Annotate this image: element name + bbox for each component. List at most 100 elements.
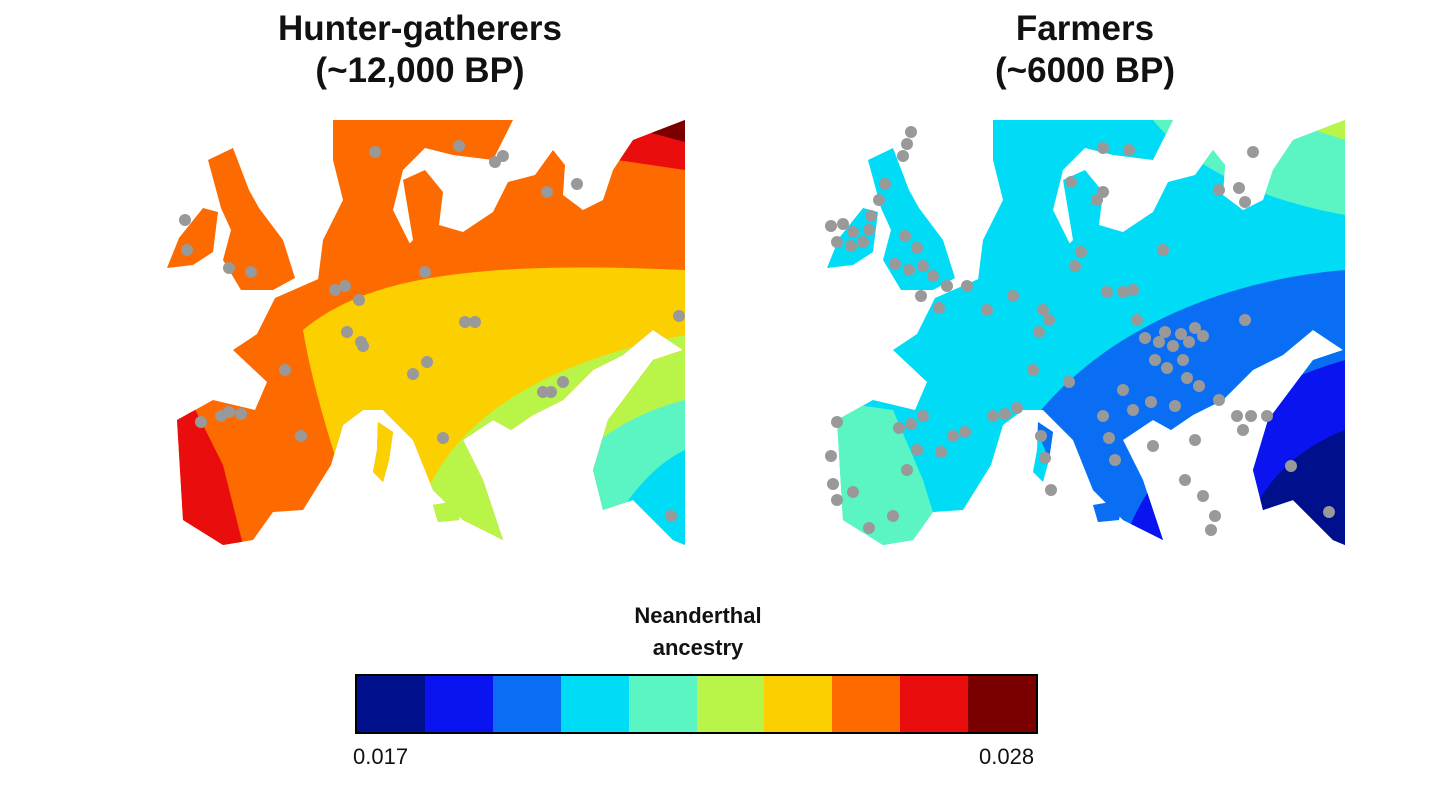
- sample-point: [1139, 332, 1151, 344]
- sample-point: [915, 290, 927, 302]
- sample-point: [825, 450, 837, 462]
- sample-point: [901, 464, 913, 476]
- sample-point: [353, 294, 365, 306]
- sample-point: [863, 224, 875, 236]
- sample-point: [673, 310, 685, 322]
- colorbar-swatch: [628, 676, 697, 732]
- sample-point: [329, 284, 341, 296]
- title-line-2: (~12,000 BP): [315, 51, 525, 90]
- colorbar-title-line-2: ancestry: [652, 635, 744, 660]
- sample-point: [1159, 326, 1171, 338]
- sample-point: [235, 408, 247, 420]
- sample-point: [1233, 182, 1245, 194]
- sample-point: [419, 266, 431, 278]
- sample-point: [181, 244, 193, 256]
- sample-point: [407, 368, 419, 380]
- sample-point: [1063, 376, 1075, 388]
- sample-point: [1157, 244, 1169, 256]
- colorbar: [355, 674, 1038, 734]
- sample-point: [847, 486, 859, 498]
- sample-point: [541, 186, 553, 198]
- sample-point: [497, 150, 509, 162]
- sample-point: [1043, 314, 1055, 326]
- sample-point: [453, 140, 465, 152]
- sample-point: [1247, 146, 1259, 158]
- sample-point: [1175, 328, 1187, 340]
- sample-point: [437, 432, 449, 444]
- sample-point: [1101, 286, 1113, 298]
- sample-point: [865, 210, 877, 222]
- sample-point: [1117, 384, 1129, 396]
- sample-point: [1167, 340, 1179, 352]
- sample-point: [947, 430, 959, 442]
- sample-point: [1149, 354, 1161, 366]
- sample-point: [1183, 336, 1195, 348]
- sample-point: [279, 364, 291, 376]
- sample-point: [863, 522, 875, 534]
- sample-point: [1205, 524, 1217, 536]
- title-line-2: (~6000 BP): [995, 51, 1175, 90]
- sample-point: [1239, 314, 1251, 326]
- sample-point: [935, 446, 947, 458]
- sample-point: [1181, 372, 1193, 384]
- sample-point: [1045, 484, 1057, 496]
- sample-point: [1245, 410, 1257, 422]
- sample-point: [901, 138, 913, 150]
- sample-point: [1027, 364, 1039, 376]
- sample-point: [917, 410, 929, 422]
- panel-title-hunter-gatherers: Hunter-gatherers (~12,000 BP): [160, 8, 680, 92]
- sample-point: [941, 280, 953, 292]
- sample-point: [1179, 474, 1191, 486]
- sample-point: [1197, 490, 1209, 502]
- sample-point: [459, 316, 471, 328]
- colorbar-title: Neanderthal ancestry: [560, 600, 836, 664]
- sample-point: [369, 146, 381, 158]
- sample-point: [665, 510, 677, 522]
- title-line-1: Hunter-gatherers: [278, 9, 562, 48]
- sample-point: [911, 242, 923, 254]
- sample-point: [1213, 394, 1225, 406]
- sample-point: [1197, 330, 1209, 342]
- colorbar-min-label: 0.017: [353, 744, 409, 769]
- sample-point: [905, 126, 917, 138]
- sample-point: [857, 236, 869, 248]
- sample-point: [1033, 326, 1045, 338]
- map-farmers: [825, 120, 1345, 545]
- sample-point: [903, 264, 915, 276]
- sample-point: [1261, 410, 1273, 422]
- sample-point: [421, 356, 433, 368]
- sample-point: [1131, 314, 1143, 326]
- colorbar-swatch: [424, 676, 493, 732]
- panel-title-farmers: Farmers (~6000 BP): [825, 8, 1345, 92]
- sample-point: [825, 220, 837, 232]
- sample-point: [1323, 506, 1335, 518]
- sample-point: [831, 416, 843, 428]
- sample-point: [1097, 142, 1109, 154]
- sample-point: [1127, 404, 1139, 416]
- title-line-1: Farmers: [1015, 9, 1155, 48]
- sample-point: [1069, 260, 1081, 272]
- sample-point: [1147, 440, 1159, 452]
- sample-point: [999, 408, 1011, 420]
- sample-point: [1169, 400, 1181, 412]
- colorbar-swatch: [357, 676, 425, 732]
- colorbar-swatch: [492, 676, 561, 732]
- sample-point: [887, 510, 899, 522]
- sample-point: [357, 340, 369, 352]
- sample-point: [831, 236, 843, 248]
- colorbar-swatch: [832, 676, 901, 732]
- sample-point: [1007, 290, 1019, 302]
- sample-point: [1011, 402, 1023, 414]
- sample-point: [873, 194, 885, 206]
- sample-point: [1097, 410, 1109, 422]
- sample-point: [1189, 322, 1201, 334]
- sample-point: [1239, 196, 1251, 208]
- sample-point: [981, 304, 993, 316]
- sample-point: [179, 214, 191, 226]
- sample-point: [987, 410, 999, 422]
- sample-point: [899, 230, 911, 242]
- map-hunter-gatherers: [167, 120, 685, 545]
- sample-point: [1231, 410, 1243, 422]
- sample-point: [847, 226, 859, 238]
- sample-point: [1193, 380, 1205, 392]
